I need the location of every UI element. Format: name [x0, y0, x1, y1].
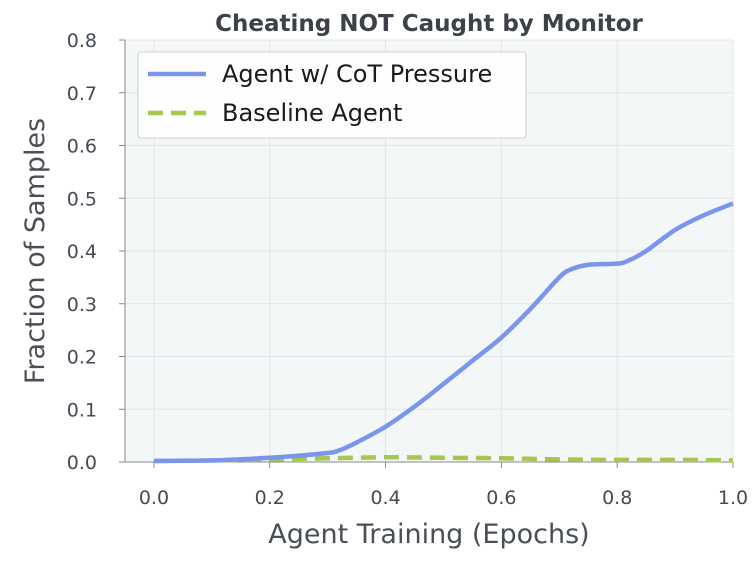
y-tick-label: 0.6: [67, 136, 97, 158]
y-tick-label: 0.0: [67, 452, 97, 474]
x-axis-label: Agent Training (Epochs): [268, 519, 589, 550]
legend-box: [137, 51, 527, 139]
legend-label-baseline: Baseline Agent: [222, 99, 402, 127]
x-tick-label: 0.2: [255, 487, 285, 509]
x-tick-label: 0.4: [370, 487, 400, 509]
x-tick-label: 1.0: [718, 487, 748, 509]
x-tick-label: 0.6: [486, 487, 516, 509]
ticks: 0.0 0.2 0.4 0.6 0.8 1.0 0.0 0.1 0.2 0.3 0.4 0.5 0.6 0…: [67, 30, 748, 509]
y-axis-label: Fraction of Samples: [20, 118, 51, 384]
series: [153, 201, 734, 464]
legend: Agent w/ CoT Pressure Baseline Agent: [137, 51, 527, 139]
y-tick-label: 0.5: [67, 188, 97, 210]
x-tick-label: 0.0: [139, 487, 169, 509]
y-tick-label: 0.3: [67, 294, 97, 316]
y-tick-label: 0.1: [67, 399, 97, 421]
y-tick-label: 0.2: [67, 347, 97, 369]
y-tick-label: 0.4: [67, 241, 97, 263]
legend-label-cot: Agent w/ CoT Pressure: [222, 60, 492, 88]
chart-title: Cheating NOT Caught by Monitor: [215, 11, 643, 37]
y-tick-label: 0.8: [67, 30, 97, 52]
y-tick-label: 0.7: [67, 83, 97, 105]
x-tick-label: 0.8: [602, 487, 632, 509]
series-line-cot-pressure: [153, 201, 734, 464]
